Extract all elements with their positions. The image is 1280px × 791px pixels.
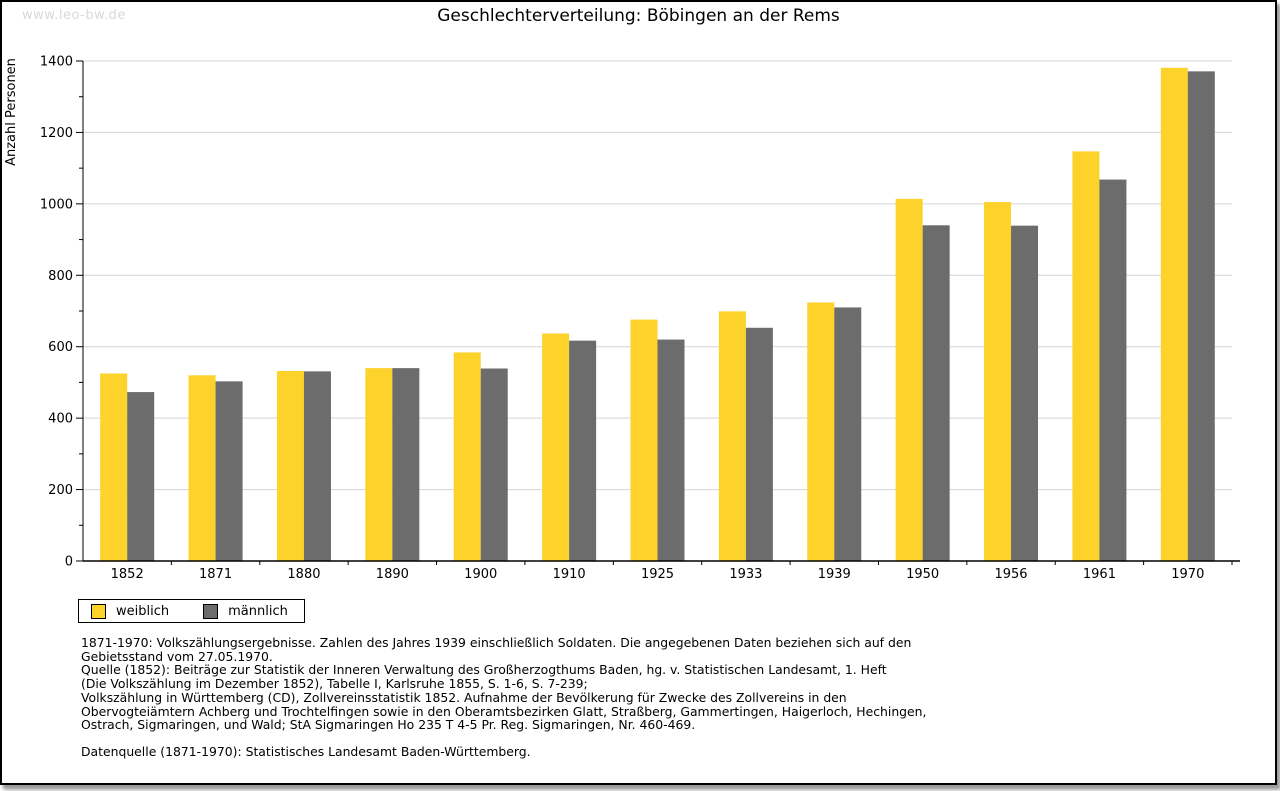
footnotes: 1871-1970: Volkszählungsergebnisse. Zahl…	[81, 636, 1221, 759]
y-tick-label-800: 800	[48, 269, 73, 284]
bar-männlich-1939	[834, 307, 862, 561]
x-tick-label-1961: 1961	[1083, 567, 1116, 582]
bar-weiblich-1871	[188, 375, 216, 561]
bar-weiblich-1880	[276, 371, 304, 561]
bar-männlich-1910	[569, 340, 597, 561]
y-tick-label-1200: 1200	[40, 126, 73, 141]
y-tick-label-1000: 1000	[40, 197, 73, 212]
legend-label-maennlich: männlich	[228, 603, 288, 619]
x-tick-label-1852: 1852	[111, 567, 144, 582]
legend-item-maennlich: männlich	[203, 603, 288, 619]
bar-männlich-1956	[1011, 225, 1039, 561]
bar-weiblich-1933	[718, 311, 746, 561]
datasource-line: Datenquelle (1871-1970): Statistisches L…	[81, 743, 531, 759]
footnote-line: 1871-1970: Volkszählungsergebnisse. Zahl…	[81, 635, 912, 650]
y-tick-label-400: 400	[48, 412, 73, 427]
x-tick-label-1933: 1933	[729, 567, 762, 582]
y-tick-label-200: 200	[48, 483, 73, 498]
x-tick-label-1890: 1890	[376, 567, 409, 582]
legend: weiblich männlich	[78, 599, 305, 623]
x-tick-label-1970: 1970	[1171, 567, 1204, 582]
legend-swatch-maennlich	[203, 603, 219, 619]
legend-label-weiblich: weiblich	[116, 603, 170, 619]
y-tick-label-0: 0	[65, 555, 73, 570]
x-tick-label-1880: 1880	[287, 567, 320, 582]
chart-title: Geschlechterverteilung: Böbingen an der …	[437, 6, 840, 26]
y-tick-label-600: 600	[48, 340, 73, 355]
footnote-line: Volkszählung in Württemberg (CD), Zollve…	[81, 689, 847, 705]
footnote-line: Obervogteiämtern Achberg und Trochtelfin…	[81, 703, 927, 719]
y-tick-label-1400: 1400	[40, 55, 73, 70]
bar-männlich-1925	[657, 339, 685, 561]
bar-weiblich-1939	[807, 302, 835, 561]
watermark-leo-bw: www.leo-bw.de	[22, 8, 126, 23]
bar-männlich-1970	[1187, 71, 1215, 561]
bar-männlich-1852	[127, 392, 155, 561]
x-tick-label-1910: 1910	[553, 567, 586, 582]
bar-weiblich-1970	[1160, 67, 1188, 562]
footnote-line: Gebietsstand vom 27.05.1970.	[81, 648, 273, 664]
bar-weiblich-1950	[895, 198, 923, 561]
bar-männlich-1880	[303, 371, 331, 561]
bar-männlich-1871	[215, 381, 243, 561]
bar-weiblich-1890	[365, 368, 393, 561]
y-axis-title: Anzahl Personen	[4, 58, 19, 166]
bar-männlich-1890	[392, 368, 420, 561]
footnote-line: Quelle (1852): Beiträge zur Statistik de…	[81, 662, 887, 678]
x-tick-label-1925: 1925	[641, 567, 674, 582]
bar-weiblich-1961	[1072, 151, 1100, 561]
legend-swatch-weiblich	[91, 603, 106, 619]
bar-männlich-1950	[922, 225, 950, 562]
bar-männlich-1933	[745, 327, 773, 561]
x-tick-label-1956: 1956	[994, 567, 1027, 582]
x-tick-label-1939: 1939	[818, 567, 851, 582]
footnote-line: Ostrach, Sigmaringen, und Wald; StA Sigm…	[81, 717, 696, 733]
bar-chart: 0 200 400 600 800 1000 1200 1400 1852 1871 1880 189…	[4, 55, 1240, 582]
bar-weiblich-1852	[100, 373, 128, 561]
bar-weiblich-1956	[984, 202, 1012, 562]
x-tick-label-1900: 1900	[464, 567, 497, 582]
legend-item-weiblich: weiblich	[91, 603, 170, 619]
bar-männlich-1961	[1099, 179, 1127, 562]
footnote-line: (Die Volkszählung im Dezember 1852), Tab…	[81, 676, 588, 692]
x-tick-label-1950: 1950	[906, 567, 939, 582]
bar-weiblich-1900	[453, 352, 481, 561]
bar-weiblich-1910	[542, 333, 570, 561]
bar-männlich-1900	[480, 368, 508, 561]
bar-weiblich-1925	[630, 319, 658, 561]
x-tick-label-1871: 1871	[199, 567, 232, 582]
